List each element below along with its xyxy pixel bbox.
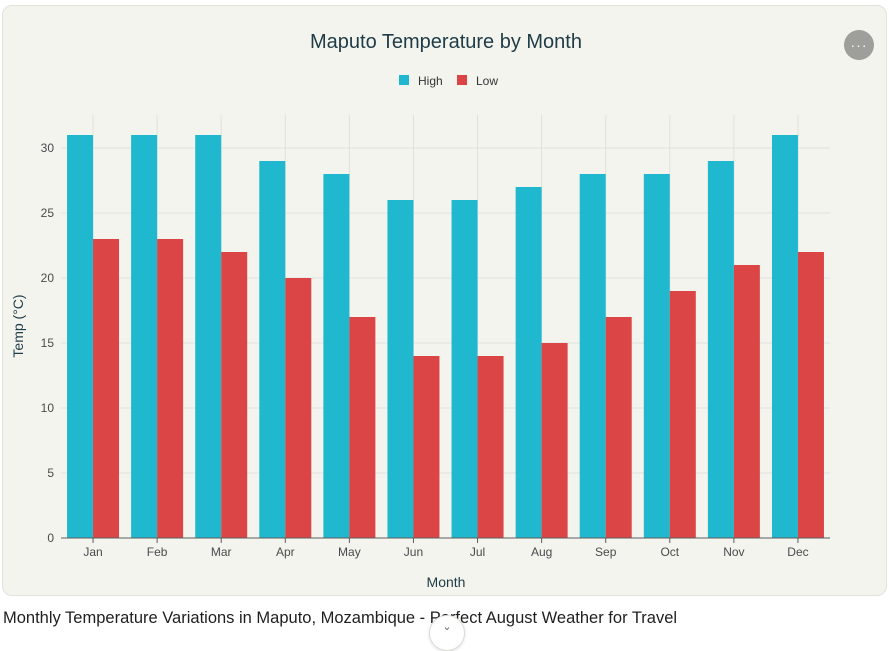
x-tick-label: Nov <box>723 545 744 559</box>
bar-high-dec[interactable] <box>771 135 798 538</box>
x-tick-label: Apr <box>276 545 295 559</box>
x-tick-label: Aug <box>531 545 552 559</box>
bar-low-jun[interactable] <box>413 356 440 538</box>
temperature-chart: 0 5 10 15 20 25 30 Jan Feb Mar Apr May Jun Jul Aug Sep… <box>10 31 830 590</box>
bar-high-nov[interactable] <box>707 161 734 538</box>
x-axis-label: Month <box>427 574 466 590</box>
x-tick-label: Jan <box>83 545 102 559</box>
x-tick-labels: Jan Feb Mar Apr May Jun Jul Aug Sep Oct Nov Dec <box>83 538 809 559</box>
bar-low-may[interactable] <box>349 317 376 538</box>
y-tick-labels: 0 5 10 15 20 25 30 <box>41 141 55 545</box>
bar-high-jul[interactable] <box>451 200 478 538</box>
bar-low-nov[interactable] <box>733 265 760 538</box>
x-tick-label: Jul <box>470 545 485 559</box>
image-caption: Monthly Temperature Variations in Maputo… <box>3 609 678 627</box>
y-tick-label: 25 <box>41 206 55 220</box>
bar-high-jan[interactable] <box>67 135 94 538</box>
bar-low-feb[interactable] <box>157 239 184 538</box>
legend-swatch <box>457 75 467 85</box>
bar-low-dec[interactable] <box>797 252 824 538</box>
bar-high-sep[interactable] <box>579 174 606 538</box>
x-tick-label: Sep <box>595 545 617 559</box>
y-tick-label: 10 <box>41 401 55 415</box>
x-tick-label: Mar <box>211 545 232 559</box>
y-axis-label: Temp (°C) <box>10 294 26 357</box>
scroll-down-button[interactable]: ⌄ <box>429 615 465 651</box>
bar-high-may[interactable] <box>323 174 350 538</box>
bar-high-aug[interactable] <box>515 187 542 538</box>
bar-high-oct[interactable] <box>643 174 670 538</box>
legend-swatch <box>399 75 409 85</box>
bar-low-jan[interactable] <box>93 239 120 538</box>
bar-low-mar[interactable] <box>221 252 248 538</box>
bar-low-sep[interactable] <box>605 317 632 538</box>
x-tick-label: May <box>338 545 361 559</box>
bar-low-jul[interactable] <box>477 356 504 538</box>
legend-label: Low <box>476 74 498 88</box>
legend[interactable]: High Low <box>399 74 498 88</box>
bar-high-feb[interactable] <box>131 135 158 538</box>
bars <box>67 135 824 538</box>
bar-low-apr[interactable] <box>285 278 312 538</box>
y-tick-label: 0 <box>47 531 54 545</box>
chevron-down-icon: ⌄ <box>442 621 452 633</box>
y-tick-label: 15 <box>41 336 55 350</box>
bar-high-apr[interactable] <box>259 161 286 538</box>
chart-title: Maputo Temperature by Month <box>310 31 582 53</box>
x-tick-label: Feb <box>147 545 168 559</box>
bar-low-oct[interactable] <box>669 291 696 538</box>
x-tick-label: Jun <box>404 545 423 559</box>
legend-item-low[interactable]: Low <box>457 74 498 88</box>
bar-low-aug[interactable] <box>541 343 568 538</box>
bar-high-mar[interactable] <box>195 135 222 538</box>
y-tick-label: 5 <box>47 466 54 480</box>
more-options-button[interactable]: ··· <box>844 30 874 60</box>
y-tick-label: 30 <box>41 141 55 155</box>
ellipsis-icon: ··· <box>850 37 868 53</box>
y-tick-label: 20 <box>41 271 55 285</box>
bar-high-jun[interactable] <box>387 200 414 538</box>
x-tick-label: Oct <box>660 545 679 559</box>
legend-label: High <box>418 74 443 88</box>
x-tick-label: Dec <box>787 545 808 559</box>
legend-item-high[interactable]: High <box>399 74 443 88</box>
